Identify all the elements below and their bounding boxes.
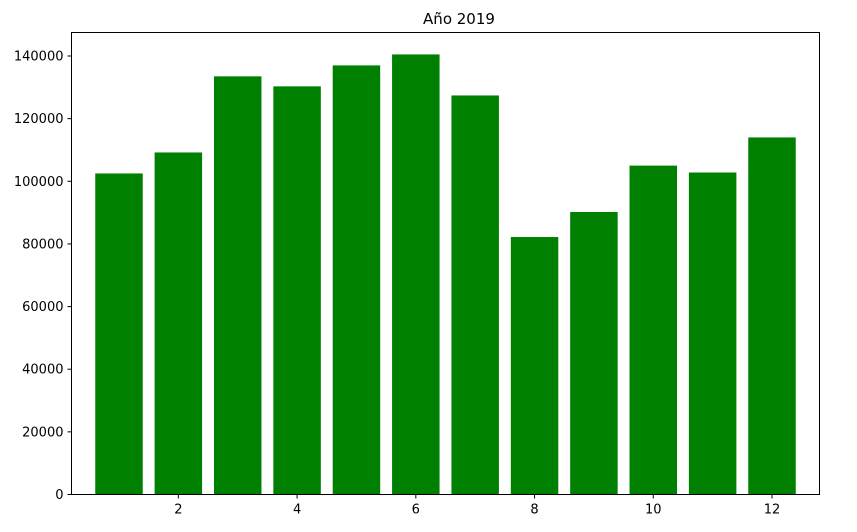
x-tick-label-8: 8 bbox=[530, 503, 538, 518]
y-tick-label-0: 0 bbox=[55, 488, 63, 503]
bar-2 bbox=[154, 152, 203, 495]
y-tick-label-140000: 140000 bbox=[14, 49, 64, 64]
y-tick-label-100000: 100000 bbox=[14, 175, 64, 190]
bar-5 bbox=[332, 65, 381, 495]
x-tick-label-4: 4 bbox=[293, 503, 301, 518]
bar-4 bbox=[273, 86, 321, 495]
bar-6 bbox=[392, 54, 440, 495]
y-axis: 0 20000 40000 60000 80000 100000 120000 140000 bbox=[14, 49, 72, 503]
x-tick-label-2: 2 bbox=[174, 503, 182, 518]
bar-11 bbox=[688, 172, 737, 495]
y-tick-label-60000: 60000 bbox=[22, 300, 63, 315]
bar-10 bbox=[629, 165, 678, 495]
x-tick-label-10: 10 bbox=[645, 503, 662, 518]
x-tick-label-12: 12 bbox=[764, 503, 781, 518]
plot-frame bbox=[71, 32, 820, 495]
y-tick-label-40000: 40000 bbox=[22, 363, 63, 378]
chart-title: Año 2019 bbox=[423, 10, 495, 28]
y-tick-label-120000: 120000 bbox=[14, 112, 64, 127]
bar-12 bbox=[748, 137, 796, 495]
y-tick-label-80000: 80000 bbox=[22, 237, 63, 252]
x-axis: 2 4 6 8 10 12 bbox=[174, 494, 781, 518]
y-tick-label-20000: 20000 bbox=[22, 425, 63, 440]
bar-9 bbox=[570, 211, 618, 495]
bars-layer bbox=[95, 54, 796, 495]
bar-3 bbox=[213, 76, 262, 495]
bar-8 bbox=[510, 237, 559, 495]
bar-7 bbox=[451, 95, 499, 495]
x-tick-label-6: 6 bbox=[412, 503, 420, 518]
bar-1 bbox=[95, 173, 143, 495]
